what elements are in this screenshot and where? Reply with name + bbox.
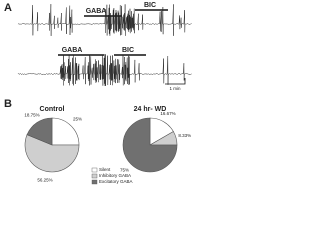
legend-swatch	[91, 167, 98, 173]
gaba-label: GABA	[86, 8, 107, 15]
pie-title: 24 hr- WD	[134, 106, 167, 113]
legend-label: Excitatory GABA	[99, 179, 133, 184]
trace	[17, 54, 192, 86]
legend-swatch	[91, 173, 98, 179]
slice-label: 75%	[120, 168, 129, 173]
pie-slice	[24, 134, 80, 173]
pie-title: Control	[40, 106, 65, 113]
scale-label: 1 min	[169, 86, 181, 91]
slice-label: 25%	[73, 117, 82, 122]
panel-label: A	[4, 2, 12, 14]
slice-label: 8.33%	[178, 133, 191, 138]
legend-swatch	[91, 179, 98, 185]
slice-label: 16.67%	[160, 111, 175, 116]
bic-label: BIC	[144, 2, 156, 9]
pie-slice	[122, 117, 178, 173]
pie-slice	[26, 117, 53, 146]
legend-label: Silent	[99, 167, 111, 172]
pie-slice	[51, 117, 80, 146]
scale-bar	[165, 78, 186, 85]
figure: A GABA BIC GABA BIC 1 min B Control 25% 56…	[4, 2, 192, 185]
trace	[17, 4, 192, 36]
slice-label: 56.25%	[37, 177, 52, 182]
bic-label: BIC	[122, 47, 134, 54]
legend-label: Inhibitory GABA	[99, 173, 131, 178]
slice-label: 18.75%	[24, 112, 39, 117]
panel-label: B	[4, 98, 12, 110]
gaba-label: GABA	[62, 47, 83, 54]
